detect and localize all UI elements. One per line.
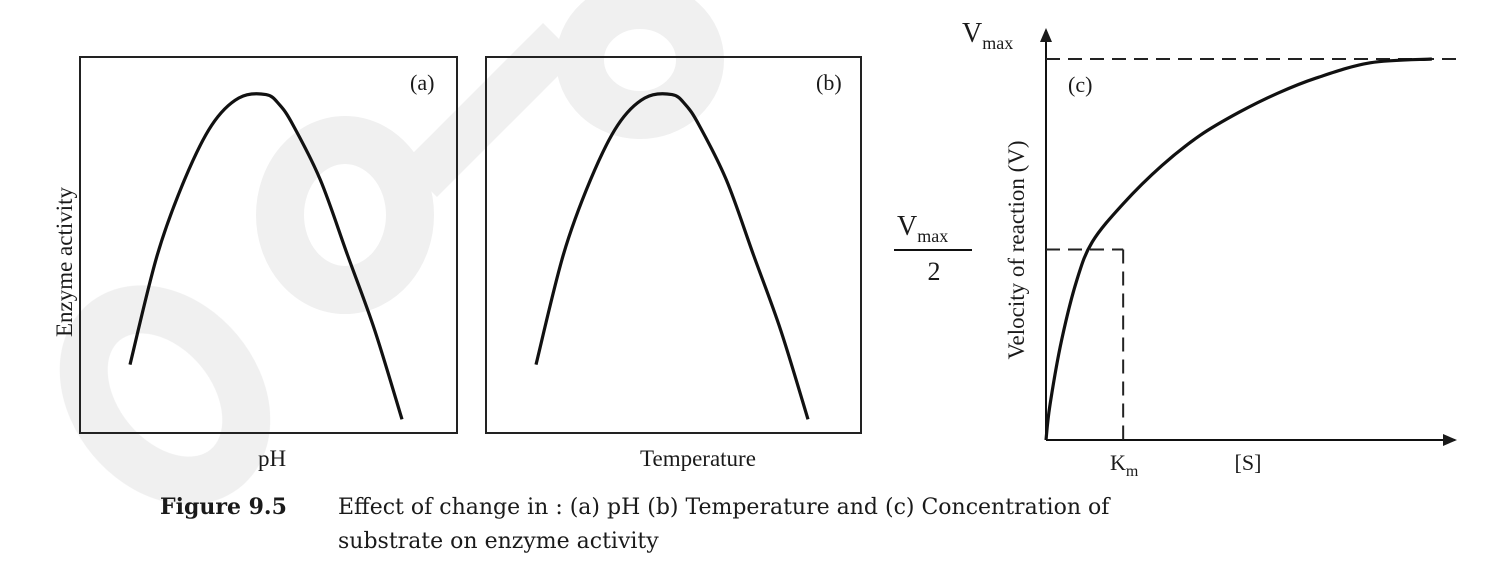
caption-line-1: Effect of change in : (a) pH (b) Tempera…: [338, 495, 1110, 520]
panel-c-xlabel: [S]: [1235, 450, 1262, 475]
panel-c-label: (c): [1068, 72, 1092, 97]
panel-a-curve: [128, 92, 404, 420]
panel-b-label: (b): [816, 70, 842, 95]
panel-b: (b) Temperature: [485, 56, 862, 471]
vmax-tick-label: Vmax: [962, 18, 1013, 53]
panel-a-ylabel: Enzyme activity: [52, 186, 77, 337]
watermark: [59, 0, 724, 505]
panel-b-xlabel: Temperature: [640, 446, 756, 471]
half-vmax-tick-label: Vmax 2: [894, 211, 972, 286]
km-tick-label: Km: [1110, 450, 1139, 480]
caption-line-2: substrate on enzyme activity: [338, 529, 659, 554]
panel-c-curve: [1044, 57, 1432, 441]
panel-c-ylabel: Velocity of reaction (V): [1004, 140, 1029, 359]
panel-a-label: (a): [410, 70, 434, 95]
svg-text:Vmax: Vmax: [897, 211, 948, 246]
figure-number: Figure 9.5: [160, 494, 287, 520]
panel-b-frame: [485, 56, 862, 434]
panel-a-frame: [79, 56, 458, 434]
panel-b-curve: [534, 92, 810, 420]
panel-c: (c) Velocity of reaction (V) [S] Vmax Vm…: [894, 18, 1458, 480]
svg-text:2: 2: [928, 257, 941, 286]
figure-caption: Figure 9.5 Effect of change in : (a) pH (…: [160, 490, 1360, 559]
panel-a-xlabel: pH: [258, 446, 286, 471]
panel-a: (a) Enzyme activity pH: [52, 56, 458, 471]
